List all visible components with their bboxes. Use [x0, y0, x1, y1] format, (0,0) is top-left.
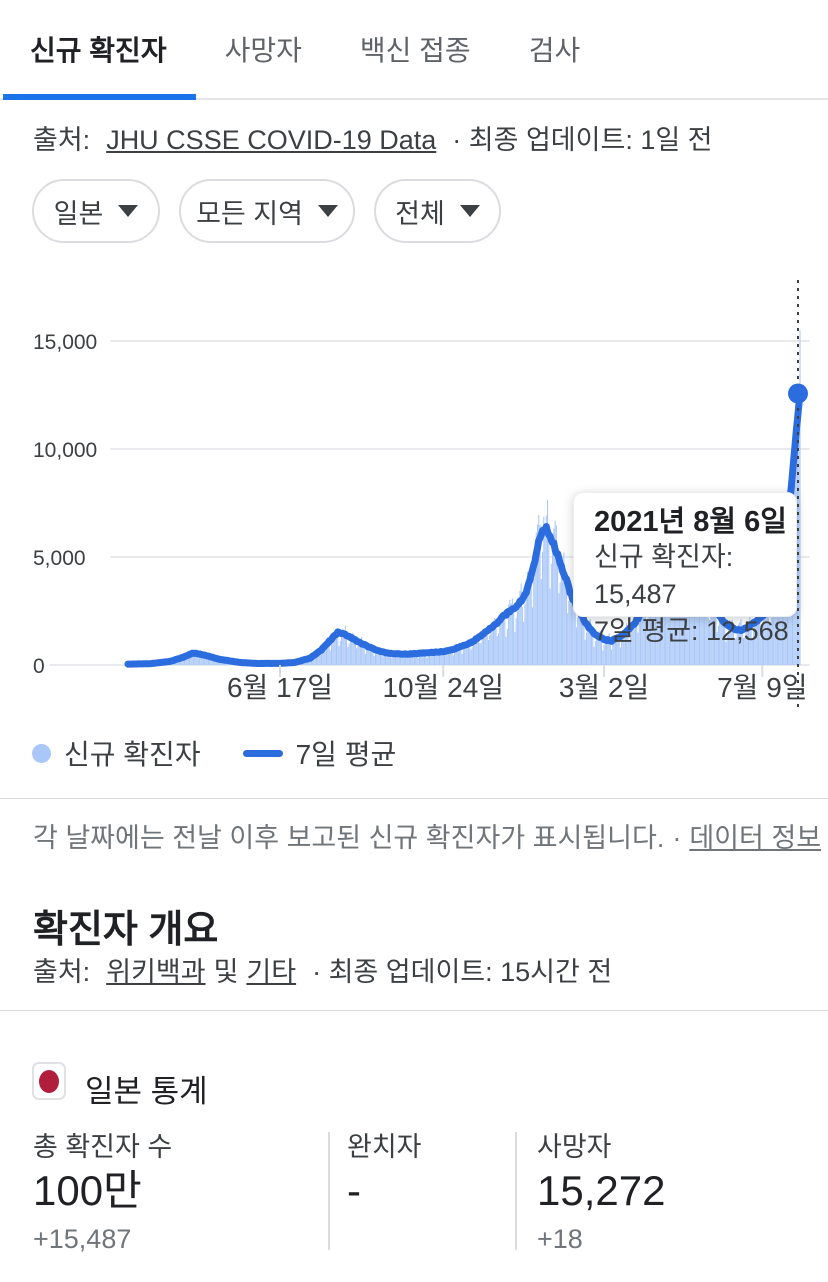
stat-value: 15,272 [537, 1167, 666, 1214]
region-filter-label: 모든 지역 [196, 198, 303, 229]
stat-delta: +15,487 [33, 1224, 132, 1254]
stat-label: 완치자 [347, 1132, 422, 1162]
new-cases-swatch-icon [32, 743, 51, 763]
overview-source-prefix: 출처: [33, 957, 91, 987]
country-filter-dropdown[interactable]: 일본 [32, 179, 160, 243]
svg-text:10,000: 10,000 [33, 439, 97, 462]
svg-text:0: 0 [33, 655, 45, 678]
overview-heading: 확진자 개요 [33, 909, 219, 951]
tab-vaccinations[interactable]: 백신 접종 [359, 35, 471, 66]
tooltip-new-cases: 신규 확진자: 15,487 [594, 542, 734, 609]
svg-text:7월 9일: 7월 9일 [717, 672, 807, 703]
tooltip-avg: 7일 평균: 12,568 [594, 616, 789, 646]
divider [0, 798, 828, 799]
avg-line-swatch-icon [242, 749, 283, 757]
last-updated: · 최종 업데이트: 1일 전 [452, 125, 713, 155]
source-prefix: 출처: [33, 125, 91, 155]
tab-new-cases[interactable]: 신규 확진자 [30, 35, 167, 66]
stat-recovered: 완치자 - [347, 1132, 497, 1224]
japan-flag-icon [32, 1062, 66, 1100]
stat-value: 100만 [33, 1167, 142, 1214]
tab-tests[interactable]: 검사 [528, 35, 581, 66]
period-filter-label: 전체 [395, 198, 445, 229]
wikipedia-link[interactable]: 위키백과 [106, 957, 206, 987]
stat-value: - [347, 1167, 361, 1214]
stats-title: 일본 통계 [85, 1074, 208, 1109]
chart-canvas[interactable]: 0 5,000 10,000 15,000 6월 17일 10월 24일 3월 2일 7월 9… [0, 255, 828, 715]
stat-divider [515, 1132, 517, 1250]
cases-chart[interactable]: 0 5,000 10,000 15,000 6월 17일 10월 24일 3월 2일 7월 9… [0, 255, 828, 715]
legend-new-cases-label: 신규 확진자 [64, 739, 201, 770]
stat-total-cases: 총 확진자 수 100만 +15,487 [33, 1132, 313, 1254]
svg-text:10월 24일: 10월 24일 [382, 672, 504, 703]
svg-text:3월 2일: 3월 2일 [559, 672, 649, 703]
stat-delta: +18 [537, 1224, 583, 1254]
tab-deaths[interactable]: 사망자 [224, 35, 302, 66]
chart-source-line: 출처: JHU CSSE COVID-19 Data · 최종 업데이트: 1일 전 [33, 118, 713, 157]
tab-bar: 신규 확진자 사망자 백신 접종 검사 [0, 0, 828, 100]
stat-label: 사망자 [537, 1132, 612, 1162]
chart-legend: 신규 확진자 7일 평균 [32, 733, 396, 773]
legend-avg-label: 7일 평균 [295, 739, 397, 770]
stat-label: 총 확진자 수 [33, 1132, 173, 1162]
divider [0, 1010, 828, 1011]
chevron-down-icon [118, 205, 139, 217]
active-tab-underline [3, 94, 196, 100]
overview-source-line: 출처: 위키백과 및 기타 · 최종 업데이트: 15시간 전 [33, 957, 613, 987]
tooltip-date: 2021년 8월 6일 [594, 506, 787, 538]
note-text: 각 날짜에는 전날 이후 보고된 신규 확진자가 표시됩니다. [33, 823, 665, 853]
period-filter-dropdown[interactable]: 전체 [374, 179, 501, 243]
stat-divider [328, 1132, 330, 1250]
filter-row: 일본 모든 지역 전체 [32, 179, 501, 243]
chart-tooltip: 2021년 8월 6일 신규 확진자: 15,487 7일 평균: 12,568 [573, 492, 797, 646]
source-link[interactable]: JHU CSSE COVID-19 Data [106, 125, 437, 155]
chevron-down-icon [317, 205, 338, 217]
chevron-down-icon [459, 205, 480, 217]
region-filter-dropdown[interactable]: 모든 지역 [179, 179, 355, 243]
other-source-link[interactable]: 기타 [246, 957, 297, 987]
country-filter-label: 일본 [53, 198, 104, 229]
overview-last-updated: · 최종 업데이트: 15시간 전 [312, 957, 613, 987]
stat-deaths: 사망자 15,272 +18 [537, 1132, 817, 1254]
svg-text:15,000: 15,000 [33, 331, 97, 354]
data-info-link[interactable]: 데이터 정보 [689, 823, 822, 853]
svg-text:5,000: 5,000 [33, 547, 86, 570]
svg-text:6월 17일: 6월 17일 [227, 672, 333, 703]
chart-note: 각 날짜에는 전날 이후 보고된 신규 확진자가 표시됩니다. · 데이터 정보 [33, 823, 822, 853]
